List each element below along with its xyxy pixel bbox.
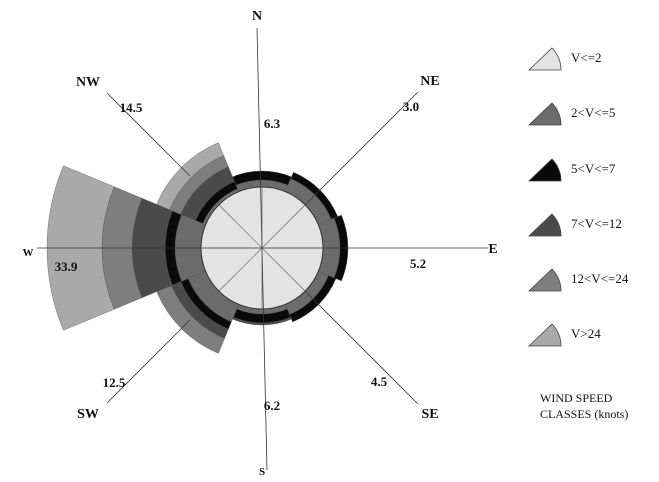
legend-item-5-7: 5<V<=7 bbox=[525, 151, 655, 185]
percent-label-e: 5.2 bbox=[410, 256, 426, 271]
wedge-nw-class-6 bbox=[156, 142, 224, 210]
legend-swatch-shape bbox=[528, 47, 562, 71]
core-spoke-3 bbox=[218, 204, 306, 292]
percent-label-nw: 14.5 bbox=[120, 100, 143, 115]
legend-swatch-shape bbox=[528, 213, 562, 237]
direction-label-nw: NW bbox=[76, 75, 100, 90]
legend-swatch-shape bbox=[528, 102, 562, 126]
legend-label: V<=2 bbox=[571, 50, 602, 65]
percent-label-sw: 12.5 bbox=[103, 375, 126, 390]
legend-item-v-gt-24: V>24 bbox=[525, 316, 655, 350]
legend-swatch bbox=[528, 47, 562, 71]
legend-swatch bbox=[528, 102, 562, 126]
legend-item-2-5: 2<V<=5 bbox=[525, 95, 655, 129]
direction-label-ne: NE bbox=[420, 74, 439, 89]
spoke-southwest bbox=[106, 319, 191, 404]
legend-label: V>24 bbox=[571, 326, 601, 341]
legend-swatch bbox=[528, 213, 562, 237]
legend-title-line-1: WIND SPEED bbox=[540, 391, 613, 405]
legend-swatch-shape bbox=[528, 158, 562, 182]
direction-label-sw: SW bbox=[77, 407, 99, 422]
legend-label: 12<V<=24 bbox=[571, 271, 629, 286]
percent-label-ne: 3.0 bbox=[403, 99, 419, 114]
legend-swatch bbox=[528, 323, 562, 347]
legend-title-line-2: CLASSES (knots) bbox=[540, 407, 629, 421]
legend-item-7-12: 7<V<=12 bbox=[525, 206, 655, 240]
legend-label: 7<V<=12 bbox=[571, 216, 622, 231]
direction-label-e: E bbox=[488, 242, 497, 257]
legend-item-v-le-2: V<=2 bbox=[525, 40, 655, 74]
percent-label-w: 33.9 bbox=[55, 259, 78, 274]
legend-item-12-24: 12<V<=24 bbox=[525, 261, 655, 295]
spoke-southeast bbox=[304, 290, 419, 405]
direction-label-n: N bbox=[252, 9, 262, 24]
legend-swatch bbox=[528, 268, 562, 292]
spoke-northwest bbox=[106, 92, 191, 177]
legend-swatch-shape bbox=[528, 268, 562, 292]
legend-swatch-shape bbox=[528, 323, 562, 347]
direction-spokes bbox=[37, 27, 488, 471]
legend-label: 2<V<=5 bbox=[571, 105, 616, 120]
direction-label-s: S bbox=[259, 466, 265, 478]
percent-label-se: 4.5 bbox=[371, 374, 388, 389]
legend-swatch bbox=[528, 158, 562, 182]
direction-label-se: SE bbox=[421, 407, 438, 422]
spoke-northeast bbox=[304, 91, 419, 206]
legend-title: WIND SPEED CLASSES (knots) bbox=[540, 390, 659, 422]
percent-label-s: 6.2 bbox=[264, 398, 280, 413]
legend-label: 5<V<=7 bbox=[571, 161, 616, 176]
direction-label-w: W bbox=[23, 247, 34, 259]
percent-label-n: 6.3 bbox=[264, 116, 281, 131]
